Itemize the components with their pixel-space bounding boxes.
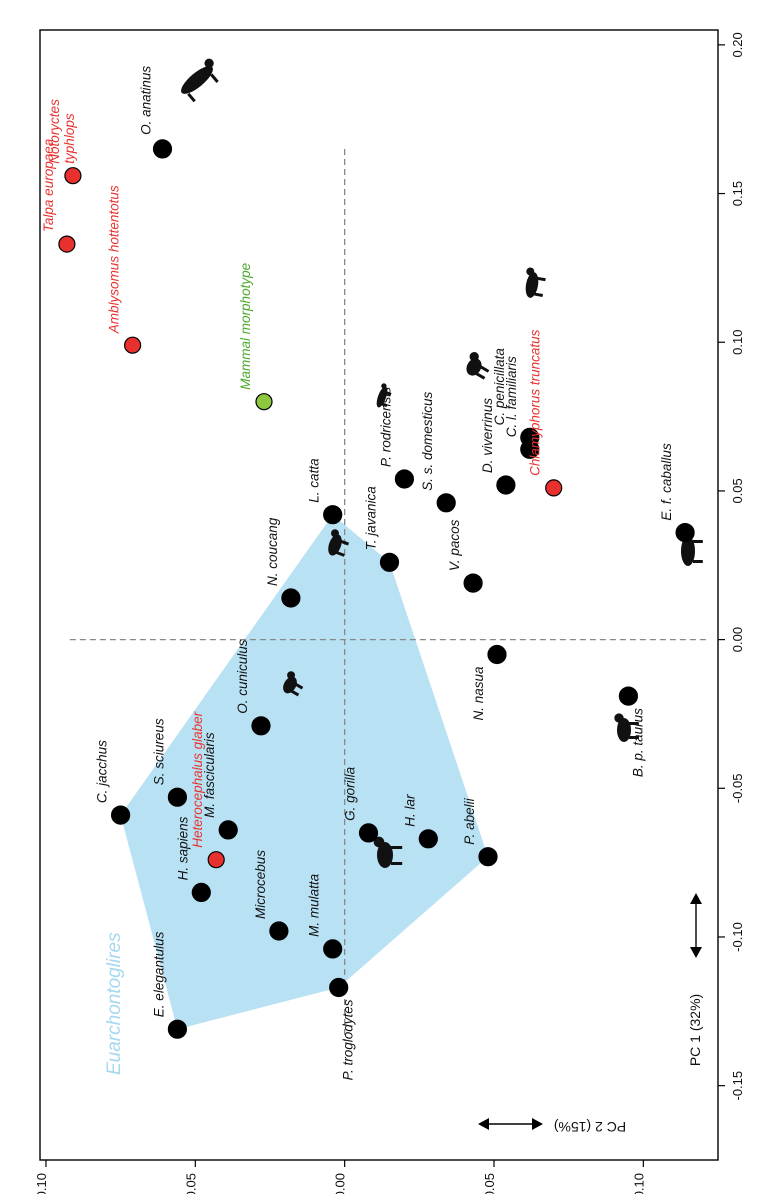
point-m-fascicularis — [218, 820, 238, 840]
point-label-v-pacos: V. pacos — [447, 519, 462, 571]
point-label-heterocephalus-glaber: Heterocephalus glaber — [190, 711, 205, 847]
pc2-axis-label: PC 2 (15%) — [554, 1119, 626, 1135]
plot-frame — [39, 29, 719, 1161]
point-h-lar — [418, 829, 438, 849]
point-o-anatinus — [152, 139, 173, 159]
point-g-gorilla — [358, 823, 379, 843]
point-heterocephalus-glaber — [207, 851, 225, 869]
point-b-p-taurus — [618, 686, 639, 706]
point-v-pacos — [463, 573, 483, 593]
point-label-m-mulatta: M. mulatta — [307, 873, 322, 937]
pc2-tick-label: 0.00 — [333, 1173, 348, 1194]
point-chlamyphorus-truncatus — [545, 479, 563, 497]
point-label-chlamyphorus-truncatus: Chlamyphorus truncatus — [528, 329, 543, 476]
point-label-h-lar: H. lar — [402, 794, 417, 827]
point-label-m-fascicularis: M. fascicularis — [202, 732, 217, 818]
point-label-c-penicillata: C. penicillata — [492, 348, 507, 426]
pc1-tick-label: 0.15 — [730, 181, 745, 206]
pc2-tick-label: 0.10 — [34, 1173, 49, 1194]
gorilla-icon — [373, 836, 403, 868]
point-label-s-sciureus: S. sciureus — [151, 718, 166, 785]
platypus-icon — [181, 58, 219, 103]
point-s-sciureus — [167, 787, 187, 807]
point-label-p-abelii: P. abelii — [462, 797, 477, 844]
point-m-mulatta — [323, 939, 343, 959]
point-label-h-sapiens: H. sapiens — [175, 816, 190, 880]
point-n-nasua — [487, 644, 507, 665]
pc2-tick-label: -0.05 — [482, 1173, 497, 1194]
point-label-microcebus: Microcebus — [253, 850, 268, 919]
pc2-arrow-head-left — [478, 1118, 489, 1130]
point-label-notoryctes-typhlops-2: typhlops — [62, 113, 77, 164]
axes-layer: -0.15 -0.10 -0.05 0.00 0.05 0.10 0.15 0.20 -0.10… — [34, 29, 745, 1194]
point-label-s-s-domesticus: S. s. domesticus — [420, 392, 435, 491]
point-mammal-morphotype — [255, 393, 273, 411]
convex-hull-layer: Euarchontoglires — [104, 514, 488, 1075]
point-label-notoryctes-typhlops-1: Notoryctes — [47, 99, 62, 164]
pc2-arrow-head-right — [532, 1118, 543, 1130]
point-label-c-l-familiaris: C. l. familiaris — [504, 356, 519, 437]
point-l-catta — [323, 505, 343, 525]
point-label-l-catta: L. catta — [307, 458, 322, 503]
point-label-amblysomus-hottentotus: Amblysomus hottentotus — [107, 185, 122, 334]
possum-icon — [466, 352, 490, 380]
pc1-tick-label: 0.05 — [730, 478, 745, 503]
point-p-rodricensis — [394, 469, 414, 489]
pc1-tick-label: -0.05 — [730, 773, 745, 803]
rabbit-icon — [283, 671, 304, 697]
pc1-axis-label: PC 1 (32%) — [687, 994, 703, 1066]
pc2-tick-label: 0.05 — [183, 1173, 198, 1194]
point-label-o-cuniculus: O. cuniculus — [235, 639, 250, 714]
bat-icon — [376, 383, 392, 408]
point-label-p-troglodytes: P. troglodytes — [341, 999, 356, 1080]
point-label-o-anatinus: O. anatinus — [139, 66, 154, 135]
pc1-tick-label: -0.15 — [730, 1071, 745, 1101]
point-label-p-rodricensis: P. rodricensis — [378, 387, 393, 467]
point-label-e-f-caballus: E. f. caballus — [659, 443, 674, 521]
silhouettes-layer — [181, 58, 703, 868]
point-label-e-elegantulus: E. elegantulus — [151, 931, 166, 1017]
points-layer — [58, 139, 695, 1039]
point-microcebus — [269, 921, 289, 941]
pc1-tick-label: 0.10 — [730, 330, 745, 355]
point-label-talpa-europaea: Talpa europaea — [41, 138, 56, 232]
point-s-s-domesticus — [436, 493, 456, 513]
point-label-n-coucang: N. coucang — [265, 517, 280, 586]
point-label-mammal-morphotype: Mammal morphotype — [238, 263, 253, 390]
point-o-cuniculus — [251, 716, 271, 736]
point-t-javanica — [379, 552, 400, 572]
point-h-sapiens — [191, 882, 211, 903]
pc1-tick-label: 0.20 — [730, 32, 745, 57]
point-label-d-viverrinus: D. viverrinus — [480, 398, 495, 473]
point-p-abelii — [478, 847, 498, 867]
point-label-t-javanica: T. javanica — [364, 486, 379, 551]
point-n-coucang — [281, 588, 301, 608]
point-e-f-caballus — [675, 522, 695, 543]
point-amblysomus-hottentotus — [124, 336, 142, 354]
point-talpa-europaea — [58, 235, 76, 253]
pc2-tick-label: -0.10 — [631, 1173, 646, 1194]
point-labels-layer: O. anatinus Notoryctes typhlops Talpa europ… — [41, 66, 674, 1081]
pc1-tick-label: 0.00 — [730, 627, 745, 652]
point-c-jacchus — [110, 805, 131, 825]
point-notoryctes-typhlops — [64, 167, 82, 185]
lemur-icon — [328, 529, 350, 557]
group-label-euarchontoglires: Euarchontoglires — [104, 932, 125, 1075]
point-e-elegantulus — [167, 1019, 187, 1039]
point-label-g-gorilla: G. gorilla — [343, 766, 358, 821]
point-label-c-jacchus: C. jacchus — [95, 740, 110, 803]
point-label-b-p-taurus: B. p. taurus — [630, 708, 645, 777]
pc1-tick-label: -0.10 — [730, 922, 745, 952]
point-p-troglodytes — [329, 977, 349, 998]
point-d-viverrinus — [496, 475, 516, 495]
euarchontoglires-hull — [120, 514, 488, 1030]
reference-lines-layer — [69, 148, 710, 1042]
point-label-n-nasua: N. nasua — [471, 666, 486, 721]
pc1-arrow-head-down — [690, 947, 702, 958]
dog-icon — [525, 267, 546, 298]
point-c-l-familiaris — [520, 439, 540, 459]
pc1-arrow-head-up — [690, 893, 702, 904]
cow-icon — [614, 713, 639, 742]
